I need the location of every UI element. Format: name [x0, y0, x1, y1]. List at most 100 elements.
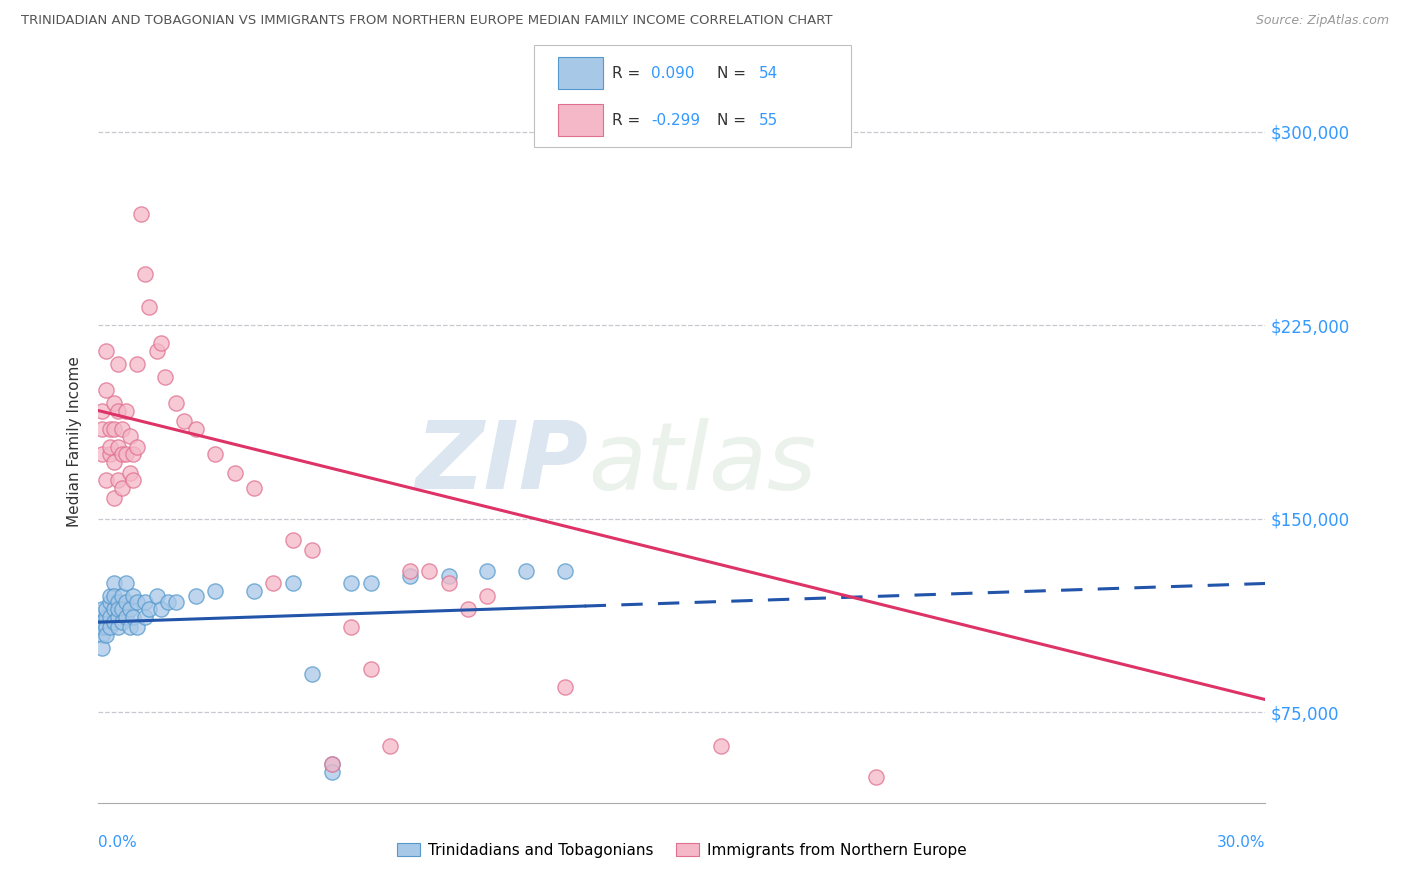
- Point: [138, 602, 160, 616]
- Point: [91, 403, 114, 417]
- Point: [111, 615, 134, 630]
- Point: [360, 576, 382, 591]
- Point: [360, 662, 382, 676]
- Point: [129, 207, 152, 221]
- Text: ZIP: ZIP: [416, 417, 589, 509]
- Text: N =: N =: [717, 66, 751, 80]
- Point: [91, 447, 114, 461]
- Point: [98, 610, 121, 624]
- Point: [103, 576, 125, 591]
- Point: [107, 357, 129, 371]
- Point: [111, 481, 134, 495]
- Text: 0.0%: 0.0%: [98, 835, 138, 850]
- Point: [122, 447, 145, 461]
- Point: [91, 602, 114, 616]
- Point: [134, 267, 156, 281]
- Point: [114, 610, 136, 624]
- Point: [157, 594, 180, 608]
- Point: [184, 590, 207, 604]
- Text: 0.090: 0.090: [651, 66, 695, 80]
- Point: [165, 594, 187, 608]
- Point: [515, 564, 537, 578]
- Point: [107, 610, 129, 624]
- Point: [398, 568, 420, 582]
- Point: [111, 447, 134, 461]
- Point: [118, 466, 141, 480]
- Text: TRINIDADIAN AND TOBAGONIAN VS IMMIGRANTS FROM NORTHERN EUROPE MEDIAN FAMILY INCO: TRINIDADIAN AND TOBAGONIAN VS IMMIGRANTS…: [21, 14, 832, 28]
- Point: [146, 344, 169, 359]
- Point: [457, 602, 479, 616]
- Point: [149, 602, 172, 616]
- Point: [281, 533, 304, 547]
- Point: [127, 594, 149, 608]
- Point: [554, 680, 576, 694]
- Y-axis label: Median Family Income: Median Family Income: [66, 356, 82, 527]
- Point: [107, 440, 129, 454]
- Point: [107, 602, 129, 616]
- Point: [91, 615, 114, 630]
- Point: [96, 383, 118, 397]
- Text: 54: 54: [759, 66, 779, 80]
- Point: [118, 602, 141, 616]
- Point: [111, 590, 134, 604]
- Point: [118, 429, 141, 443]
- Point: [127, 440, 149, 454]
- Point: [98, 620, 121, 634]
- Point: [96, 344, 118, 359]
- Point: [184, 422, 207, 436]
- Point: [91, 620, 114, 634]
- Point: [127, 357, 149, 371]
- Point: [122, 473, 145, 487]
- Point: [111, 602, 134, 616]
- Text: R =: R =: [612, 66, 645, 80]
- Point: [91, 628, 114, 642]
- Point: [301, 542, 323, 557]
- Point: [340, 576, 363, 591]
- Text: R =: R =: [612, 112, 645, 128]
- Text: -0.299: -0.299: [651, 112, 700, 128]
- Point: [103, 602, 125, 616]
- Point: [243, 481, 266, 495]
- Point: [96, 620, 118, 634]
- Point: [204, 584, 226, 599]
- Point: [107, 620, 129, 634]
- Point: [96, 473, 118, 487]
- Point: [380, 739, 402, 753]
- Point: [96, 610, 118, 624]
- Point: [146, 590, 169, 604]
- Point: [122, 590, 145, 604]
- Point: [107, 473, 129, 487]
- Point: [111, 422, 134, 436]
- Point: [204, 447, 226, 461]
- Point: [118, 620, 141, 634]
- Point: [103, 491, 125, 506]
- Point: [262, 576, 284, 591]
- Point: [96, 628, 118, 642]
- Point: [418, 564, 440, 578]
- Point: [98, 594, 121, 608]
- Point: [91, 422, 114, 436]
- Point: [114, 594, 136, 608]
- Point: [103, 590, 125, 604]
- Text: Source: ZipAtlas.com: Source: ZipAtlas.com: [1256, 14, 1389, 28]
- Point: [477, 564, 499, 578]
- Point: [865, 770, 887, 784]
- Point: [321, 757, 343, 772]
- Text: 30.0%: 30.0%: [1218, 835, 1265, 850]
- Point: [149, 336, 172, 351]
- Point: [321, 764, 343, 779]
- Point: [554, 564, 576, 578]
- Point: [114, 576, 136, 591]
- Point: [281, 576, 304, 591]
- Point: [103, 615, 125, 630]
- Point: [134, 594, 156, 608]
- Point: [153, 370, 176, 384]
- Point: [122, 610, 145, 624]
- Point: [301, 666, 323, 681]
- Point: [91, 640, 114, 655]
- Point: [437, 576, 460, 591]
- Text: atlas: atlas: [589, 417, 817, 508]
- Point: [96, 602, 118, 616]
- Point: [398, 564, 420, 578]
- Point: [107, 403, 129, 417]
